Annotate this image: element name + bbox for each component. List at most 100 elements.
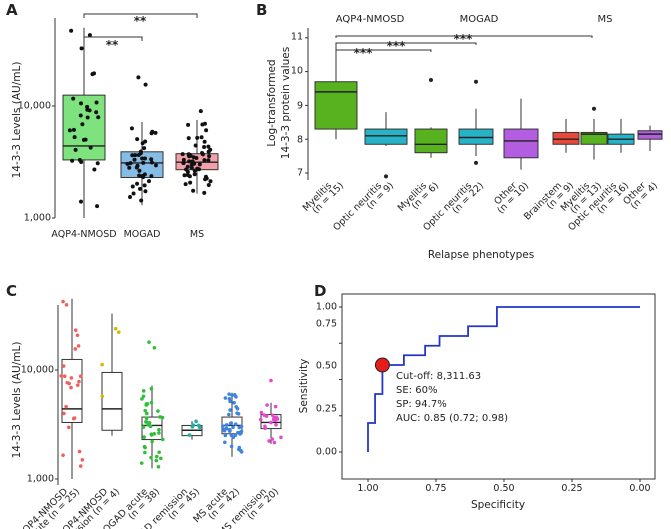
panel-c-outlier-point — [152, 345, 157, 350]
panel-c-data-point — [73, 347, 78, 351]
panel-d-xtick: 0.50 — [493, 483, 514, 494]
panel-c-data-point — [220, 424, 225, 428]
panel-c-data-point — [100, 362, 104, 367]
panel-a-data-point — [186, 122, 191, 127]
panel-c-data-point — [239, 424, 244, 429]
panel-a-data-point — [87, 33, 92, 38]
panel-c-data-point — [77, 379, 81, 384]
panel-a-data-point — [128, 161, 133, 166]
panel-d-frame — [341, 293, 656, 480]
panel-b-ytick: 9 — [297, 101, 303, 112]
panel-c-data-point — [156, 409, 160, 413]
panel-a-sig-ms: ** — [134, 14, 147, 28]
panel-a-data-point — [193, 143, 198, 148]
panel-a-data-point — [83, 137, 88, 142]
panel-c-data-point — [78, 374, 83, 379]
panel-c-data-point — [223, 396, 228, 400]
panel-b-group-aqp4: AQP4-NMOSD — [336, 14, 405, 25]
panel-c-data-point — [227, 397, 232, 401]
panel-d-ytick: 0.00 — [316, 447, 337, 458]
panel-c-data-point — [142, 435, 146, 439]
panel-b-box-3-box — [458, 128, 494, 145]
panel-a-data-point — [71, 127, 76, 132]
panel-c-data-point — [69, 385, 73, 390]
panel-a-data-point — [142, 156, 147, 161]
panel-c-data-point — [77, 449, 82, 454]
panel-c-data-point — [270, 437, 275, 441]
panel-c-data-point — [100, 394, 105, 399]
panel-a-aqp4-nmosd-box — [62, 94, 106, 161]
panel-b-sig-1: *** — [354, 46, 374, 60]
panel-a-data-point — [149, 174, 154, 179]
panel-a-data-point — [94, 110, 99, 115]
panel-a-data-point — [132, 157, 137, 162]
panel-c-data-point — [223, 440, 227, 445]
panel-a-data-point — [141, 175, 146, 180]
panel-a-data-point — [194, 156, 199, 161]
panel-d-cutoff: Cut-off: 8,311.63 — [396, 371, 481, 382]
panel-c-data-point — [144, 420, 149, 424]
panel-c-data-point — [231, 425, 235, 430]
panel-c-data-point — [148, 424, 153, 429]
panel-a-data-point — [130, 153, 135, 158]
panel-c-data-point — [139, 461, 144, 465]
panel-a-data-point — [204, 128, 209, 133]
panel-b-group-mogad: MOGAD — [460, 14, 499, 25]
panel-c-data-point — [64, 303, 69, 307]
panel-a-outlier-point — [143, 82, 148, 87]
panel-a-ytick-10000: 10,000 — [18, 101, 51, 112]
panel-c-data-point — [272, 440, 277, 445]
panel-c-data-point — [224, 423, 229, 427]
panel-a-data-point — [208, 179, 213, 184]
panel-a-data-point — [79, 159, 84, 164]
panel-c-data-point — [262, 413, 266, 417]
panel-b-bracket-1 — [335, 49, 432, 52]
panel-a-data-point — [135, 137, 140, 142]
panel-c-ytick-10000: 10,000 — [21, 365, 54, 376]
panel-a-data-point — [195, 135, 200, 140]
panel-c-data-point — [113, 326, 118, 331]
panel-c-data-point — [197, 425, 202, 430]
panel-c-data-point — [233, 422, 238, 426]
panel-a-ylabel: 14-3-3 Levels (AU/mL) — [11, 62, 23, 179]
panel-c-data-point — [229, 444, 234, 449]
panel-c-data-point — [273, 404, 278, 409]
panel-c-data-point — [145, 402, 150, 406]
panel-c-outlier-point — [269, 378, 273, 383]
panel-a-data-point — [202, 139, 207, 144]
panel-c-data-point — [267, 439, 271, 443]
panel-d-ytick: 0.75 — [316, 319, 337, 330]
panel-b-box-6-box — [580, 131, 608, 145]
panel-c-data-point — [76, 344, 81, 348]
panel-a-data-point — [143, 189, 148, 194]
panel-a-data-point — [142, 183, 147, 188]
panel-c-data-point — [160, 437, 165, 442]
panel-c-data-point — [239, 450, 244, 454]
panel-d-xtick: 0.00 — [629, 483, 650, 494]
panel-a-outlier-point — [198, 109, 203, 114]
panel-a-data-point — [207, 154, 212, 159]
panel-a-data-point — [71, 96, 76, 101]
panel-a-data-point — [202, 190, 207, 195]
panel-a-data-point — [189, 162, 194, 167]
panel-a-data-point — [203, 177, 208, 182]
panel-c-data-point — [61, 364, 66, 368]
panel-c-data-point — [271, 417, 276, 422]
panel-a-data-point — [189, 165, 194, 170]
panel-c-data-point — [67, 425, 71, 430]
panel-c-data-point — [64, 404, 68, 409]
panel-c-data-point — [62, 411, 66, 416]
panel-c-data-point — [156, 464, 161, 469]
panel-a-data-point — [78, 113, 83, 118]
panel-a-data-point — [149, 131, 154, 136]
panel-a-data-point — [140, 156, 145, 161]
panel-c-data-point — [116, 330, 121, 334]
panel-a-data-point — [139, 198, 144, 203]
panel-a-data-point — [137, 173, 142, 178]
panel-c-data-point — [263, 426, 267, 431]
panel-c-data-point — [59, 374, 63, 378]
panel-b-xlabel: Relapse phenotypes — [428, 249, 534, 261]
panel-a-chart: 1,000 10,000 14-3-3 Levels (AU/mL) AQP4-… — [11, 13, 219, 240]
panel-c-data-point — [157, 427, 161, 432]
panel-d-chart: 1.00 0.75 0.50 0.25 0.00 0.00 0.25 0.50 … — [298, 293, 656, 511]
